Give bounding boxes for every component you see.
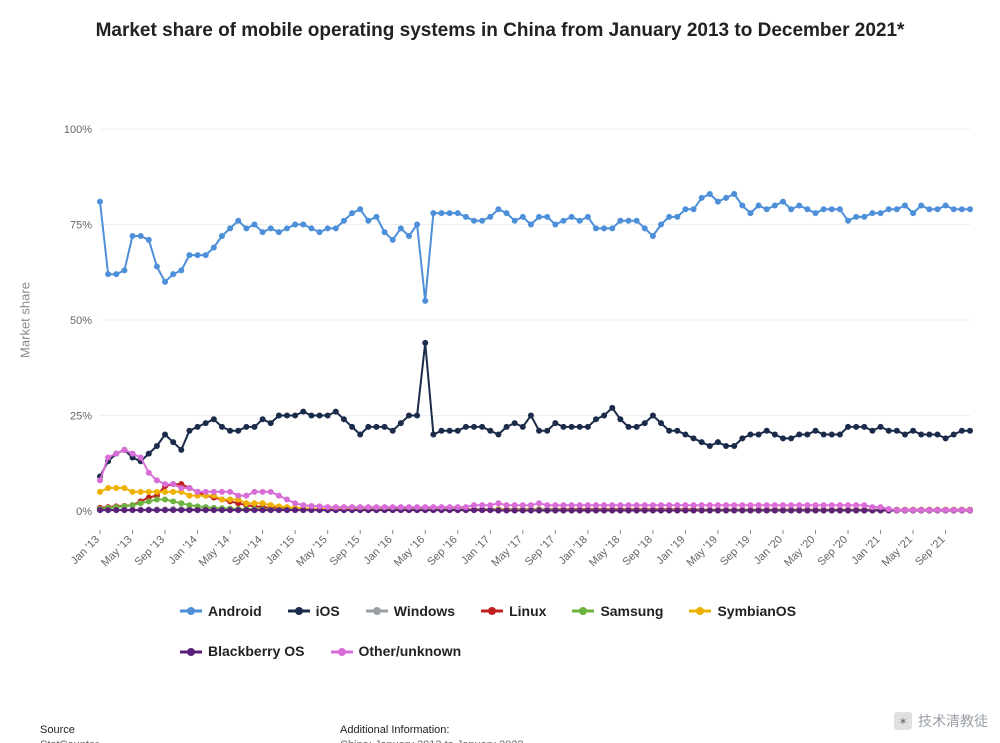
legend-swatch	[288, 605, 310, 617]
svg-text:May '15: May '15	[294, 534, 329, 569]
legend-swatch	[180, 646, 202, 658]
svg-text:Sep '13: Sep '13	[133, 534, 168, 569]
svg-text:Jan '21: Jan '21	[849, 534, 882, 567]
legend-item-symbianos: SymbianOS	[689, 600, 796, 622]
svg-text:Jan '17: Jan '17	[459, 534, 492, 567]
legend-label: Blackberry OS	[208, 640, 305, 662]
svg-text:Jan '14: Jan '14	[166, 534, 199, 567]
svg-text:0%: 0%	[76, 506, 92, 518]
legend-swatch	[572, 605, 594, 617]
legend-item-samsung: Samsung	[572, 600, 663, 622]
footer-source-header: Source	[40, 723, 115, 738]
chart-plot-area: 0%25%50%75%100%Jan '13May '13Sep '13Jan …	[100, 110, 970, 530]
svg-text:75%: 75%	[70, 220, 92, 232]
svg-text:Sep '18: Sep '18	[620, 534, 655, 569]
svg-text:May '21: May '21	[880, 534, 915, 569]
svg-text:May '18: May '18	[587, 534, 622, 569]
legend-item-blackberry-os: Blackberry OS	[180, 640, 305, 662]
svg-text:Sep '20: Sep '20	[816, 534, 851, 569]
svg-text:Jan '13: Jan '13	[69, 534, 102, 567]
legend-label: Other/unknown	[359, 640, 462, 662]
chart-svg: 0%25%50%75%100%Jan '13May '13Sep '13Jan …	[55, 110, 975, 590]
svg-text:May '20: May '20	[782, 534, 817, 569]
svg-text:Jan '20: Jan '20	[752, 534, 785, 567]
svg-text:Jan '18: Jan '18	[557, 534, 590, 567]
svg-text:Jan '16: Jan '16	[361, 534, 394, 567]
legend-item-windows: Windows	[366, 600, 455, 622]
svg-text:May '19: May '19	[685, 534, 720, 569]
legend-label: Linux	[509, 600, 546, 622]
footer-additional-header: Additional Information:	[340, 723, 523, 738]
legend-swatch	[689, 605, 711, 617]
svg-text:Jan '19: Jan '19	[654, 534, 687, 567]
legend-label: Samsung	[600, 600, 663, 622]
footer-source-line: StatCounter	[40, 738, 115, 743]
legend-label: iOS	[316, 600, 340, 622]
svg-text:25%: 25%	[70, 410, 92, 422]
watermark: ✶ 技术清教徒	[894, 711, 988, 731]
svg-text:May '16: May '16	[392, 534, 427, 569]
legend-label: SymbianOS	[717, 600, 796, 622]
legend-item-ios: iOS	[288, 600, 340, 622]
svg-text:May '13: May '13	[99, 534, 134, 569]
legend-label: Android	[208, 600, 262, 622]
svg-text:Sep '19: Sep '19	[718, 534, 753, 569]
series-ios	[100, 343, 970, 477]
legend-item-android: Android	[180, 600, 262, 622]
svg-text:May '17: May '17	[489, 534, 524, 569]
legend-label: Windows	[394, 600, 455, 622]
footer-additional-line: China; January 2013 to January 2022	[340, 738, 523, 743]
legend-item-other-unknown: Other/unknown	[331, 640, 462, 662]
watermark-text: 技术清教徒	[918, 711, 988, 731]
legend-swatch	[331, 646, 353, 658]
svg-text:Sep '21: Sep '21	[913, 534, 948, 569]
chart-title: Market share of mobile operating systems…	[0, 18, 1000, 44]
svg-text:Sep '16: Sep '16	[425, 534, 460, 569]
legend-swatch	[180, 605, 202, 617]
svg-text:Sep '15: Sep '15	[328, 534, 363, 569]
wechat-icon: ✶	[894, 712, 912, 730]
y-axis-label: Market share	[18, 282, 33, 358]
svg-text:May '14: May '14	[197, 534, 232, 569]
svg-text:Jan '15: Jan '15	[264, 534, 297, 567]
legend-swatch	[366, 605, 388, 617]
svg-text:Sep '17: Sep '17	[523, 534, 558, 569]
legend: Android iOS Windows Linux Samsung SymbianOS Bl…	[180, 600, 880, 663]
svg-text:Sep '14: Sep '14	[230, 534, 265, 569]
svg-text:100%: 100%	[64, 124, 92, 136]
legend-swatch	[481, 605, 503, 617]
svg-text:50%: 50%	[70, 315, 92, 327]
legend-item-linux: Linux	[481, 600, 546, 622]
